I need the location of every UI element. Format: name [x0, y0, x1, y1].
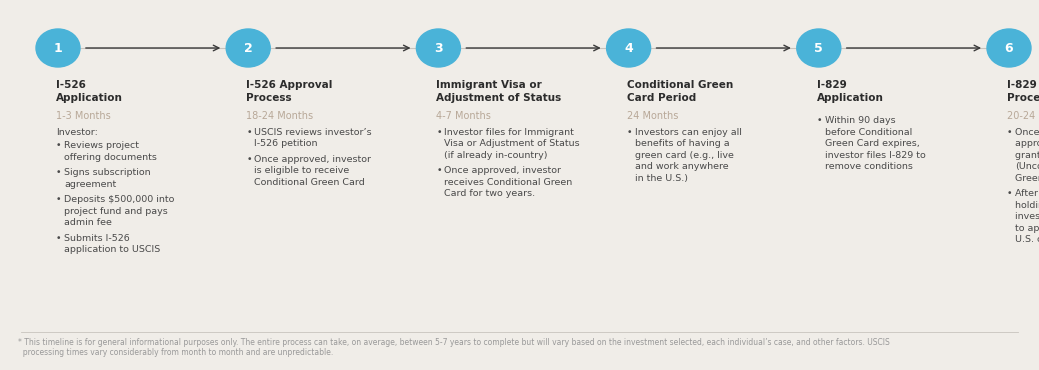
Text: in the U.S.): in the U.S.) — [635, 174, 688, 183]
Text: •: • — [627, 128, 632, 137]
Text: to apply for: to apply for — [1015, 224, 1039, 233]
Text: Conditional Green Card: Conditional Green Card — [255, 178, 365, 187]
Text: holding a Green Card,: holding a Green Card, — [1015, 201, 1039, 210]
Text: Green Card: Green Card — [1015, 174, 1039, 183]
Text: •: • — [1007, 128, 1012, 137]
Text: 24 Months: 24 Months — [627, 111, 678, 121]
Text: Within 90 days: Within 90 days — [825, 117, 896, 125]
Text: remove conditions: remove conditions — [825, 162, 912, 171]
Text: (Unconditional): (Unconditional) — [1015, 162, 1039, 171]
Text: •: • — [817, 117, 822, 125]
Text: granted a Permanent: granted a Permanent — [1015, 151, 1039, 160]
Ellipse shape — [797, 29, 841, 67]
Text: Process: Process — [1007, 93, 1039, 103]
Text: Submits I-526: Submits I-526 — [64, 234, 130, 243]
Text: Investor:: Investor: — [56, 128, 98, 137]
Text: receives Conditional Green: receives Conditional Green — [445, 178, 572, 187]
Text: and work anywhere: and work anywhere — [635, 162, 728, 171]
Text: I-829: I-829 — [817, 80, 847, 90]
Text: (if already in-country): (if already in-country) — [445, 151, 548, 160]
Text: •: • — [56, 195, 61, 205]
Text: USCIS reviews investor’s: USCIS reviews investor’s — [255, 128, 372, 137]
Text: 20-24 Months: 20-24 Months — [1007, 111, 1039, 121]
Text: 18-24 Months: 18-24 Months — [246, 111, 314, 121]
Text: 6: 6 — [1005, 41, 1013, 54]
Text: 3: 3 — [434, 41, 443, 54]
Text: before Conditional: before Conditional — [825, 128, 912, 137]
Text: Process: Process — [246, 93, 292, 103]
Text: After five years of: After five years of — [1015, 189, 1039, 198]
Ellipse shape — [987, 29, 1031, 67]
Text: Immigrant Visa or: Immigrant Visa or — [436, 80, 542, 90]
Text: Investors can enjoy all: Investors can enjoy all — [635, 128, 742, 137]
Text: offering documents: offering documents — [64, 153, 157, 162]
Text: 1: 1 — [54, 41, 62, 54]
Text: I-829 Approval: I-829 Approval — [1007, 80, 1039, 90]
Text: I-526 petition: I-526 petition — [255, 139, 318, 148]
Text: Investor files for Immigrant: Investor files for Immigrant — [445, 128, 575, 137]
Text: processing times vary considerably from month to month and are unpredictable.: processing times vary considerably from … — [18, 348, 334, 357]
Text: benefits of having a: benefits of having a — [635, 139, 729, 148]
Text: •: • — [246, 155, 251, 164]
Text: project fund and pays: project fund and pays — [64, 207, 167, 216]
Text: •: • — [56, 234, 61, 243]
Text: * This timeline is for general informational purposes only. The entire process c: * This timeline is for general informati… — [18, 338, 889, 347]
Text: Reviews project: Reviews project — [64, 141, 139, 151]
Text: •: • — [1007, 189, 1012, 198]
Text: Application: Application — [56, 93, 123, 103]
Text: investor may opt: investor may opt — [1015, 212, 1039, 222]
Text: 2: 2 — [244, 41, 252, 54]
Ellipse shape — [227, 29, 270, 67]
Text: 4-7 Months: 4-7 Months — [436, 111, 491, 121]
Text: U.S. citizenship: U.S. citizenship — [1015, 235, 1039, 245]
Text: Once approved, investor: Once approved, investor — [445, 166, 561, 175]
Ellipse shape — [36, 29, 80, 67]
Text: Visa or Adjustment of Status: Visa or Adjustment of Status — [445, 139, 580, 148]
Text: Application: Application — [817, 93, 884, 103]
Text: 5: 5 — [815, 41, 823, 54]
Text: Signs subscription: Signs subscription — [64, 168, 151, 178]
Text: I-526 Approval: I-526 Approval — [246, 80, 332, 90]
Text: investor files I-829 to: investor files I-829 to — [825, 151, 926, 160]
Text: 4: 4 — [624, 41, 633, 54]
Text: approved, investor is: approved, investor is — [1015, 139, 1039, 148]
Text: admin fee: admin fee — [64, 218, 112, 228]
Ellipse shape — [607, 29, 650, 67]
Text: Card for two years.: Card for two years. — [445, 189, 535, 198]
Text: Deposits $500,000 into: Deposits $500,000 into — [64, 195, 175, 205]
Text: •: • — [436, 166, 442, 175]
Ellipse shape — [417, 29, 460, 67]
Text: agreement: agreement — [64, 180, 116, 189]
Text: 1-3 Months: 1-3 Months — [56, 111, 111, 121]
Text: •: • — [436, 128, 442, 137]
Text: Conditional Green: Conditional Green — [627, 80, 732, 90]
Text: Once approved, investor: Once approved, investor — [255, 155, 371, 164]
Text: I-526: I-526 — [56, 80, 86, 90]
Text: Once I-829 is: Once I-829 is — [1015, 128, 1039, 137]
Text: green card (e.g., live: green card (e.g., live — [635, 151, 734, 160]
Text: •: • — [246, 128, 251, 137]
Text: •: • — [56, 168, 61, 178]
Text: Green Card expires,: Green Card expires, — [825, 139, 920, 148]
Text: application to USCIS: application to USCIS — [64, 245, 160, 255]
Text: is eligible to receive: is eligible to receive — [255, 166, 349, 175]
Text: Adjustment of Status: Adjustment of Status — [436, 93, 562, 103]
Text: •: • — [56, 141, 61, 151]
Text: Card Period: Card Period — [627, 93, 696, 103]
